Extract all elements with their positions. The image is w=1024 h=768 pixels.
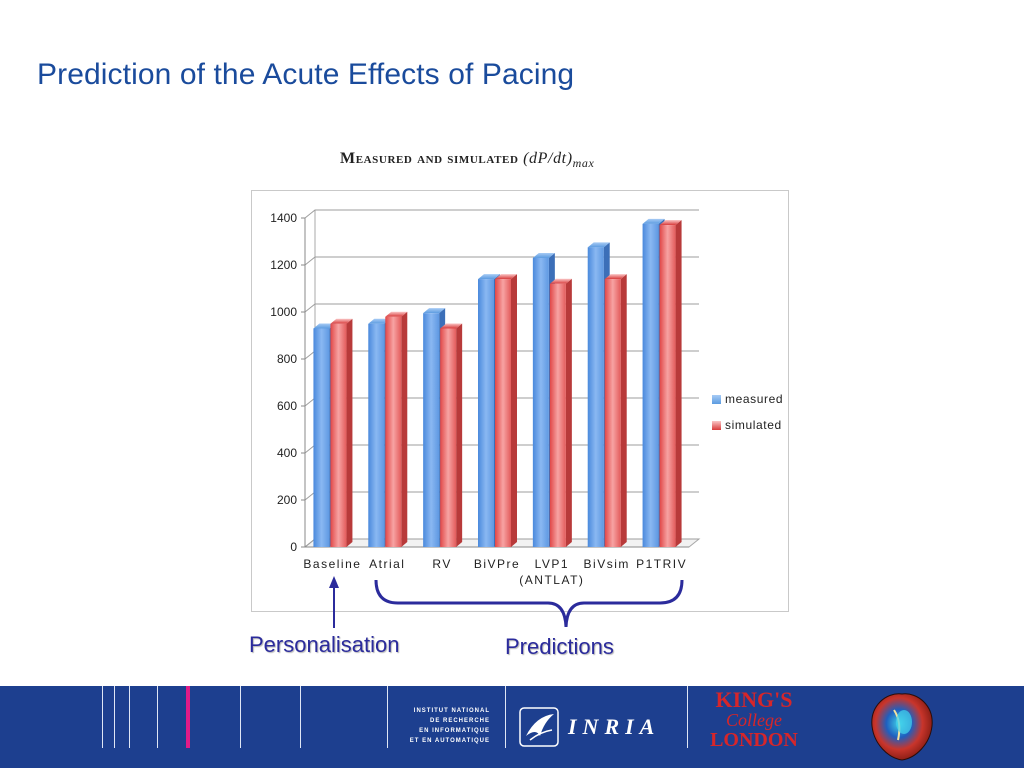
bar-top — [532, 252, 555, 258]
kings-college-logo: KING'S College LONDON — [704, 689, 804, 759]
x-tick-label: Atrial — [369, 557, 405, 571]
legend-label-measured: measured — [725, 392, 783, 406]
chart-title-formula: (dP/dt) — [523, 150, 573, 167]
grid-line — [304, 209, 699, 219]
y-tick-label: 1000 — [270, 305, 297, 319]
bar-top — [604, 274, 627, 280]
predictions-brace — [374, 579, 684, 628]
bar-measured — [642, 223, 659, 547]
bar-simulated — [549, 283, 566, 547]
footer-divider — [157, 686, 158, 748]
chart-title: Measured and simulated (dP/dt)max — [340, 150, 700, 171]
bar-measured — [478, 279, 494, 547]
x-tick-label: P1TRIV — [636, 557, 687, 571]
bar-side — [565, 278, 572, 547]
kcl-line: KING'S — [715, 687, 793, 712]
bar-side — [346, 318, 353, 547]
institute-line: DE RECHERCHE — [429, 718, 490, 724]
y-tick-label: 800 — [277, 352, 297, 366]
bar-top — [423, 308, 446, 314]
legend-swatch-simulated — [712, 421, 721, 430]
bar-top — [330, 318, 353, 324]
bar-side — [620, 274, 627, 547]
x-tick-label: LVP1 — [535, 557, 569, 571]
footer-divider — [387, 686, 388, 748]
footer-divider — [240, 686, 241, 748]
x-tick-label: Baseline — [303, 557, 361, 571]
bar-measured — [532, 257, 549, 547]
legend-label-simulated: simulated — [725, 418, 782, 432]
bar-measured — [423, 313, 440, 547]
grid-line — [304, 256, 699, 266]
bar-top — [313, 323, 336, 329]
bar-top — [659, 220, 682, 226]
y-tick-label: 1200 — [270, 258, 297, 272]
bar-top — [385, 311, 408, 317]
bar-side — [511, 274, 517, 547]
x-tick-label: BiVsim — [584, 557, 630, 571]
bar-simulated — [495, 279, 511, 547]
bar-chart: 0 200 400 600 800 1000 1200 1400 Baseline Atrial R… — [270, 209, 783, 587]
chart-title-subscript: max — [572, 156, 595, 171]
bar-top — [549, 278, 572, 284]
bar-top — [478, 274, 500, 280]
footer-divider — [300, 686, 301, 748]
bar-simulated — [659, 225, 676, 548]
bar-top — [495, 274, 517, 280]
bar-top — [587, 242, 610, 248]
y-tick-label: 400 — [277, 446, 297, 460]
footer-divider — [505, 686, 506, 748]
footer-bar: INSTITUT NATIONAL DE RECHERCHE EN INFORM… — [0, 686, 1024, 768]
bar-simulated — [385, 316, 402, 547]
chart-title-text: Measured and simulated — [340, 150, 519, 167]
inria-bird-icon — [519, 707, 559, 747]
y-tick-label: 0 — [290, 540, 297, 554]
annotation-layer — [329, 576, 684, 628]
y-tick-label: 200 — [277, 493, 297, 507]
slide-title: Prediction of the Acute Effects of Pacin… — [37, 58, 575, 91]
bar-measured — [587, 247, 604, 547]
inria-logo: INRIA — [518, 706, 678, 748]
bar-top — [368, 318, 391, 324]
heart-model-icon — [871, 693, 933, 761]
footer-divider — [687, 686, 688, 748]
institute-line: ET EN AUTOMATIQUE — [409, 738, 490, 744]
x-tick-label: RV — [432, 557, 451, 571]
bar-simulated — [330, 323, 347, 547]
inria-wordmark: INRIA — [568, 714, 661, 739]
chart-frame: 0 200 400 600 800 1000 1200 1400 Baseline Atrial R… — [251, 190, 789, 612]
y-tick-label: 600 — [277, 399, 297, 413]
legend-swatch-measured — [712, 395, 721, 404]
footer-divider — [129, 686, 130, 748]
x-tick-label: BiVPre — [474, 557, 520, 571]
institute-line: INSTITUT NATIONAL — [413, 708, 490, 714]
kcl-line: LONDON — [710, 729, 798, 751]
bar-side — [456, 323, 463, 547]
kcl-line: College — [726, 710, 782, 730]
x-tick-label: (ANTLAT) — [519, 573, 584, 587]
footer-divider — [114, 686, 115, 748]
bar-top — [642, 218, 665, 224]
bar-side — [401, 311, 408, 547]
bar-side — [675, 220, 682, 548]
predictions-label: Predictions — [505, 634, 614, 659]
bar-measured — [368, 323, 385, 547]
bar-simulated — [440, 328, 457, 547]
footer-accent-divider — [186, 686, 190, 748]
bar-measured — [313, 328, 330, 547]
y-tick-label: 1400 — [270, 211, 297, 225]
bar-simulated — [604, 279, 621, 547]
footer-divider — [102, 686, 103, 748]
personalisation-arrow — [329, 576, 339, 628]
bar-top — [440, 323, 463, 329]
institute-name: INSTITUT NATIONAL DE RECHERCHE EN INFORM… — [396, 706, 490, 746]
institute-line: EN INFORMATIQUE — [419, 728, 490, 734]
personalisation-label: Personalisation — [249, 632, 400, 657]
